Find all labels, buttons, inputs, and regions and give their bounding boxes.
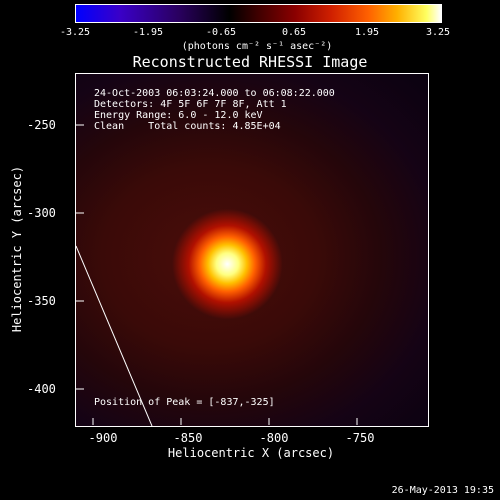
x-tick-label: -850 [173, 431, 203, 445]
y-axis-label: Heliocentric Y (arcsec) [10, 165, 24, 333]
colorbar-tick-label: -3.25 [59, 27, 91, 38]
solar-image [75, 73, 429, 427]
colorbar-tick-label: 3.25 [425, 27, 451, 38]
solar-limb [76, 245, 153, 426]
y-ticks [76, 124, 84, 390]
limb-line [76, 245, 153, 426]
info-time-range: 24-Oct-2003 06:03:24.000 to 06:08:22.000 [94, 88, 335, 99]
colorbar-tick-label: 1.95 [354, 27, 380, 38]
x-axis-label: Heliocentric X (arcsec) [167, 446, 335, 460]
y-tick-label: -400 [27, 382, 56, 396]
colorbar-units: (photons cm⁻² s⁻¹ asec⁻²) [181, 41, 333, 52]
plot-title: Reconstructed RHESSI Image [132, 53, 368, 71]
info-counts: Clean Total counts: 4.85E+04 [94, 121, 281, 132]
y-tick-label: -300 [27, 206, 56, 220]
x-tick-label: -750 [345, 431, 375, 445]
timestamp: 26-May-2013 19:35 [391, 485, 494, 496]
info-detectors: Detectors: 4F 5F 6F 7F 8F, Att 1 [94, 99, 287, 110]
x-tick-label: -900 [88, 431, 118, 445]
colorbar-tick-label: 0.65 [281, 27, 307, 38]
x-ticks [92, 418, 358, 425]
colorbar-tick-label: -0.65 [205, 27, 237, 38]
peak-position: Position of Peak = [-837,-325] [94, 397, 275, 408]
y-tick-label: -350 [27, 294, 56, 308]
x-tick-label: -800 [259, 431, 289, 445]
colorbar [75, 4, 442, 23]
colorbar-tick-label: -1.95 [132, 27, 164, 38]
info-energy: Energy Range: 6.0 - 12.0 keV [94, 110, 263, 121]
y-tick-label: -250 [27, 118, 56, 132]
